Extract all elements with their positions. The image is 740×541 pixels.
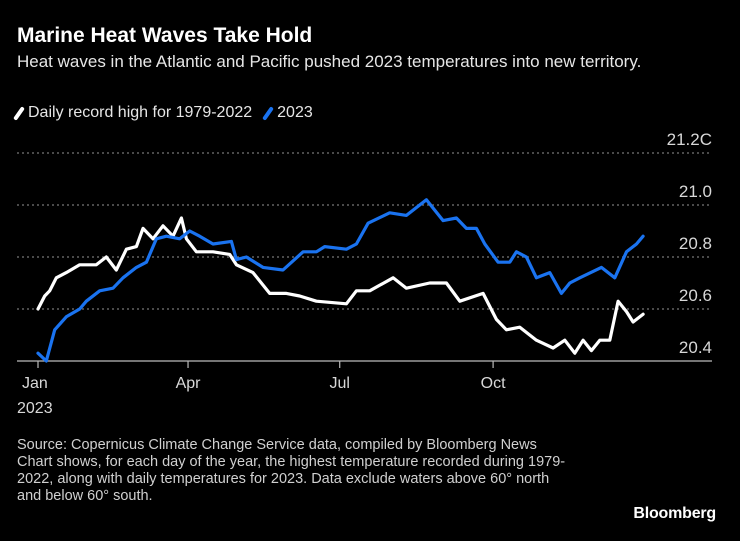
x-tick-label: Apr — [176, 375, 202, 392]
legend-item-2023: 2023 — [262, 104, 313, 122]
y-tick-label: 20.8 — [679, 234, 712, 253]
method-note: Chart shows, for each day of the year, t… — [17, 454, 566, 504]
chart-title: Marine Heat Waves Take Hold — [17, 24, 313, 47]
y-tick-label: 21.0 — [679, 182, 712, 201]
y-tick-label: 20.4 — [679, 338, 712, 357]
legend-label-record: Daily record high for 1979-2022 — [28, 104, 253, 121]
series-line-2023 — [36, 198, 645, 363]
x-tick-label: Jan — [22, 375, 48, 392]
legend-label-2023: 2023 — [277, 104, 313, 121]
bloomberg-logo: Bloomberg — [633, 505, 716, 522]
chart-subtitle: Heat waves in the Atlantic and Pacific p… — [17, 52, 642, 71]
series-line-record-high — [36, 216, 645, 355]
x-tick-sublabel: 2023 — [17, 400, 53, 417]
y-tick-label: 20.6 — [679, 286, 712, 305]
footer-notes: Source: Copernicus Climate Change Servic… — [17, 437, 577, 505]
y-tick-label: 21.2C — [667, 130, 712, 149]
legend-item-record: Daily record high for 1979-2022 — [13, 104, 253, 122]
source-note: Source: Copernicus Climate Change Servic… — [17, 437, 537, 453]
line-chart: 20.4 20.6 20.8 21.0 21.2C Jan 2023 Apr Jul Oct — [17, 130, 712, 417]
x-tick-label: Oct — [481, 375, 506, 392]
x-tick-label: Jul — [330, 375, 350, 392]
legend: Daily record high for 1979-2022 2023 — [13, 104, 313, 122]
